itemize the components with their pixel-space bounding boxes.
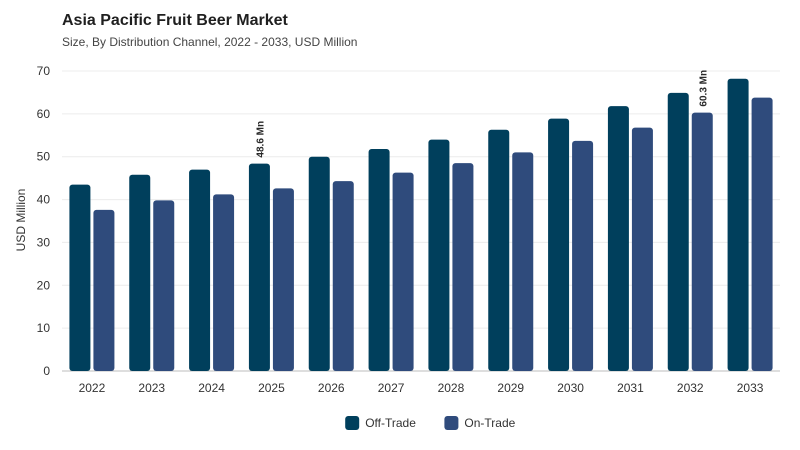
bar-on-trade-2032: [691, 112, 713, 372]
x-tick-label: 2025: [258, 381, 285, 395]
bar-on-trade-2028: [452, 163, 474, 371]
bar-off-trade-2033: [727, 78, 749, 371]
y-tick-label: 50: [37, 150, 51, 164]
bar-off-trade-2024: [189, 169, 211, 371]
bar-on-trade-2030: [572, 140, 594, 371]
bar-off-trade-2029: [488, 129, 510, 371]
bar-off-trade-2027: [368, 149, 390, 371]
chart-title: Asia Pacific Fruit Beer Market: [62, 12, 288, 29]
bar-on-trade-2024: [213, 194, 235, 371]
data-label: 48.6 Mn: [255, 121, 266, 158]
legend-swatch-on-trade: [444, 416, 459, 430]
x-tick-label: 2022: [79, 381, 106, 395]
x-tick-label: 2030: [557, 381, 584, 395]
x-tick-label: 2032: [677, 381, 704, 395]
y-tick-label: 40: [37, 193, 51, 207]
x-tick-label: 2023: [138, 381, 165, 395]
x-tick-label: 2024: [198, 381, 225, 395]
bar-on-trade-2026: [332, 181, 354, 371]
y-tick-label: 0: [43, 364, 50, 378]
bar-off-trade-2028: [428, 139, 450, 371]
y-tick-label: 10: [37, 321, 51, 335]
bar-off-trade-2025: [248, 163, 270, 371]
bar-off-trade-2026: [308, 156, 330, 371]
y-tick-label: 60: [37, 107, 51, 121]
bar-on-trade-2033: [751, 97, 773, 372]
bar-off-trade-2022: [69, 184, 91, 371]
y-axis-title: USD Million: [14, 189, 28, 252]
bar-on-trade-2022: [93, 209, 115, 371]
bar-off-trade-2030: [548, 118, 570, 371]
legend-label-on-trade: On-Trade: [464, 416, 515, 430]
bar-off-trade-2031: [607, 106, 629, 372]
y-tick-label: 20: [37, 278, 51, 292]
x-tick-label: 2027: [378, 381, 405, 395]
bar-on-trade-2025: [272, 188, 294, 371]
legend-swatch-off-trade: [345, 416, 360, 430]
x-tick-label: 2031: [617, 381, 644, 395]
bar-on-trade-2029: [512, 152, 534, 371]
y-tick-label: 30: [37, 235, 51, 249]
bar-off-trade-2032: [667, 92, 689, 371]
bar-on-trade-2023: [153, 200, 175, 371]
data-label: 60.3 Mn: [698, 70, 709, 107]
x-tick-label: 2033: [737, 381, 764, 395]
x-tick-label: 2026: [318, 381, 345, 395]
x-tick-label: 2028: [438, 381, 465, 395]
legend-label-off-trade: Off-Trade: [365, 416, 416, 430]
y-tick-label: 70: [37, 64, 51, 78]
bar-on-trade-2027: [392, 172, 414, 371]
bar-on-trade-2031: [631, 127, 653, 371]
x-tick-label: 2029: [497, 381, 524, 395]
bar-off-trade-2023: [129, 174, 151, 371]
chart-subtitle: Size, By Distribution Channel, 2022 - 20…: [62, 35, 358, 49]
